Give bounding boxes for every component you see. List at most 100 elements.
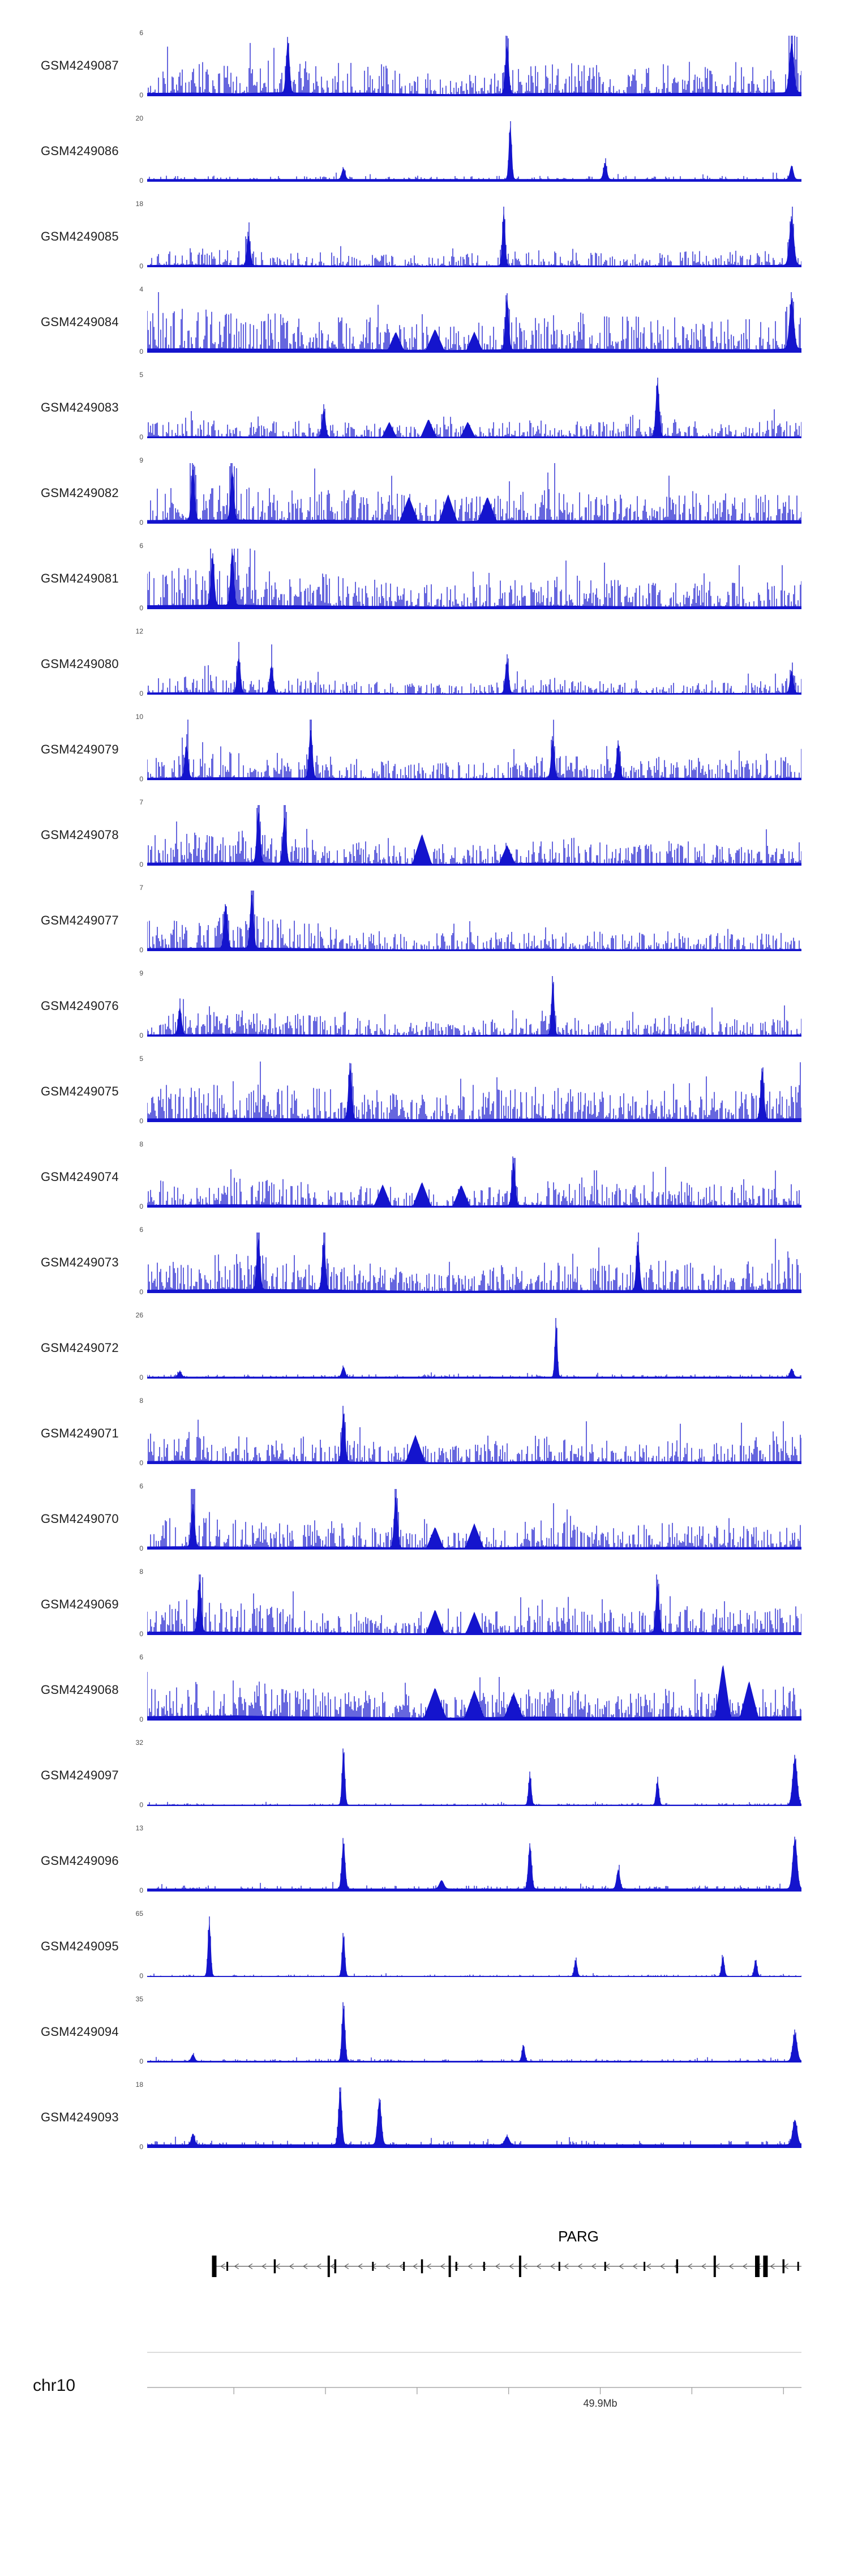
y-axis-max-label: 32 — [135, 1739, 143, 1747]
track-plot-area: 10 0 — [136, 713, 801, 783]
left-strand-arrow-icon — [234, 2263, 239, 2269]
track-plot-area: 9 0 — [139, 969, 801, 1039]
left-strand-arrow-icon — [522, 2263, 528, 2269]
signal-track: GSM4249085 18 0 — [0, 194, 849, 279]
coverage-signal — [147, 976, 801, 1037]
y-axis-max-label: 9 — [139, 969, 143, 977]
y-axis-max-label: 8 — [139, 1140, 143, 1148]
track-plot-area: 12 0 — [136, 627, 801, 698]
left-strand-arrow-icon — [687, 2263, 693, 2269]
y-axis-max-label: 6 — [139, 542, 143, 550]
coverage-signal — [147, 2002, 801, 2062]
y-axis-min-label: 0 — [139, 1117, 143, 1125]
coverage-signal — [147, 121, 801, 182]
signal-track: GSM4249082 9 0 — [0, 450, 849, 536]
track-plot-area: 8 0 — [139, 1140, 801, 1210]
exon-block — [455, 2262, 457, 2271]
left-strand-arrow-icon — [330, 2263, 335, 2269]
coverage-signal — [147, 378, 801, 438]
track-sample-label: GSM4249087 — [41, 58, 119, 72]
track-sample-label: GSM4249094 — [41, 2024, 119, 2039]
left-strand-arrow-icon — [358, 2263, 363, 2269]
exon-block — [273, 2259, 276, 2274]
track-sample-label: GSM4249071 — [41, 1426, 119, 1440]
track-sample-label: GSM4249074 — [41, 1169, 119, 1184]
signal-track: GSM4249072 26 0 — [0, 1305, 849, 1390]
coordinate-ruler: 49.9Mb — [147, 2352, 801, 2409]
coverage-signal — [147, 720, 801, 780]
track-sample-label: GSM4249097 — [41, 1768, 119, 1782]
left-strand-arrow-icon — [619, 2263, 624, 2269]
coverage-signal — [147, 1062, 801, 1122]
track-plot-area: 6 0 — [139, 542, 801, 612]
left-strand-arrow-icon — [426, 2263, 431, 2269]
signal-track: GSM4249074 8 0 — [0, 1134, 849, 1219]
track-sample-label: GSM4249082 — [41, 485, 119, 500]
y-axis-min-label: 0 — [139, 775, 143, 783]
left-strand-arrow-icon — [247, 2263, 253, 2269]
coverage-signal — [147, 1318, 801, 1379]
left-strand-arrow-icon — [728, 2263, 734, 2269]
track-plot-area: 35 0 — [136, 1995, 801, 2065]
left-strand-arrow-icon — [646, 2263, 651, 2269]
track-sample-label: GSM4249080 — [41, 656, 119, 671]
track-sample-label: GSM4249079 — [41, 742, 119, 756]
y-axis-min-label: 0 — [139, 1801, 143, 1809]
track-sample-label: GSM4249068 — [41, 1682, 119, 1697]
track-plot-area: 7 0 — [139, 798, 801, 868]
coverage-signal — [147, 292, 801, 353]
coverage-signal — [147, 641, 801, 695]
track-plot-area: 7 0 — [139, 884, 801, 954]
y-axis-min-label: 0 — [139, 1373, 143, 1381]
y-axis-max-label: 18 — [135, 2081, 143, 2089]
left-strand-arrow-icon — [632, 2263, 637, 2269]
y-axis-max-label: 8 — [139, 1568, 143, 1576]
coverage-signal — [147, 549, 801, 609]
y-axis-max-label: 6 — [139, 1653, 143, 1661]
track-plot-area: 26 0 — [136, 1311, 801, 1381]
left-strand-arrow-icon — [398, 2263, 404, 2269]
signal-track: GSM4249094 35 0 — [0, 1989, 849, 2074]
exon-block — [763, 2256, 768, 2277]
left-strand-arrow-icon — [440, 2263, 445, 2269]
y-axis-max-label: 5 — [139, 371, 143, 379]
signal-track: GSM4249096 13 0 — [0, 1818, 849, 1903]
track-sample-label: GSM4249083 — [41, 400, 119, 414]
y-axis-min-label: 0 — [139, 1288, 143, 1296]
exon-block — [421, 2259, 423, 2274]
coverage-signal — [147, 1916, 801, 1977]
y-axis-min-label: 0 — [139, 1630, 143, 1638]
exon-block — [713, 2256, 716, 2277]
track-plot-area: 32 0 — [136, 1739, 801, 1809]
exon-block — [797, 2262, 799, 2271]
left-strand-arrow-icon — [660, 2263, 665, 2269]
y-axis-max-label: 10 — [135, 713, 143, 721]
chromosome-label: chr10 — [33, 2376, 76, 2395]
left-strand-arrow-icon — [577, 2263, 582, 2269]
signal-track: GSM4249079 10 0 — [0, 707, 849, 792]
left-strand-arrow-icon — [550, 2263, 555, 2269]
signal-tracks: GSM4249087 6 0 GSM4249086 20 0 GSM424908… — [0, 23, 849, 2160]
track-plot-area: 18 0 — [136, 2081, 801, 2151]
track-sample-label: GSM4249073 — [41, 1255, 119, 1269]
exon-block — [755, 2256, 760, 2277]
coverage-signal — [147, 1406, 801, 1464]
y-axis-min-label: 0 — [139, 1203, 143, 1210]
left-strand-arrow-icon — [591, 2263, 597, 2269]
y-axis-min-label: 0 — [139, 1032, 143, 1039]
y-axis-min-label: 0 — [139, 690, 143, 698]
track-plot-area: 65 0 — [136, 1910, 801, 1980]
track-plot-area: 5 0 — [139, 371, 801, 441]
track-sample-label: GSM4249069 — [41, 1597, 119, 1611]
y-axis-min-label: 0 — [139, 1459, 143, 1467]
y-axis-max-label: 7 — [139, 884, 143, 892]
track-plot-area: 4 0 — [139, 285, 801, 356]
exon-block — [644, 2262, 646, 2271]
left-strand-arrow-icon — [536, 2263, 542, 2269]
track-plot-area: 20 0 — [136, 114, 801, 185]
track-plot-area: 9 0 — [139, 456, 801, 527]
exon-block — [372, 2262, 374, 2271]
signal-track: GSM4249069 8 0 — [0, 1561, 849, 1647]
y-axis-min-label: 0 — [139, 604, 143, 612]
left-strand-arrow-icon — [385, 2263, 390, 2269]
